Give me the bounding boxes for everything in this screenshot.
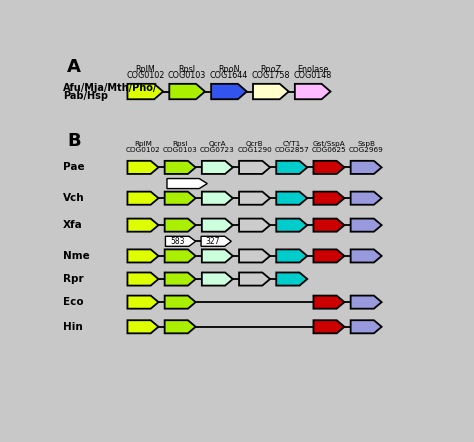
- Polygon shape: [239, 249, 270, 263]
- Text: COG1290: COG1290: [237, 147, 272, 153]
- Text: COG0103: COG0103: [163, 147, 198, 153]
- Polygon shape: [202, 219, 233, 232]
- Polygon shape: [164, 219, 196, 232]
- Text: Gst/SspA: Gst/SspA: [312, 141, 346, 147]
- Polygon shape: [276, 272, 307, 286]
- Polygon shape: [239, 192, 270, 205]
- Text: COG0103: COG0103: [168, 71, 206, 80]
- Text: Eco: Eco: [63, 297, 84, 307]
- Text: Xfa: Xfa: [63, 220, 83, 230]
- Polygon shape: [276, 249, 307, 263]
- Text: RpoZ: RpoZ: [260, 65, 282, 74]
- Polygon shape: [276, 219, 307, 232]
- Polygon shape: [128, 192, 158, 205]
- Text: COG2857: COG2857: [274, 147, 309, 153]
- Polygon shape: [128, 320, 158, 333]
- Text: CYT1: CYT1: [283, 141, 301, 147]
- Polygon shape: [164, 272, 196, 286]
- Text: Vch: Vch: [63, 193, 85, 203]
- Text: COG0148: COG0148: [293, 71, 332, 80]
- Text: RpsI: RpsI: [173, 141, 188, 147]
- Polygon shape: [201, 236, 231, 246]
- Text: QcrB: QcrB: [246, 141, 264, 147]
- Polygon shape: [351, 192, 382, 205]
- Text: COG0723: COG0723: [200, 147, 235, 153]
- Polygon shape: [202, 161, 233, 174]
- Polygon shape: [351, 249, 382, 263]
- Polygon shape: [128, 161, 158, 174]
- Polygon shape: [202, 249, 233, 263]
- Polygon shape: [313, 192, 345, 205]
- Text: Pae: Pae: [63, 162, 85, 172]
- Polygon shape: [351, 219, 382, 232]
- Polygon shape: [276, 192, 307, 205]
- Polygon shape: [313, 249, 345, 263]
- Polygon shape: [351, 320, 382, 333]
- Polygon shape: [128, 249, 158, 263]
- Text: COG0102: COG0102: [126, 71, 164, 80]
- Polygon shape: [313, 161, 345, 174]
- Polygon shape: [128, 84, 163, 99]
- Text: QcrA: QcrA: [209, 141, 226, 147]
- Polygon shape: [202, 272, 233, 286]
- Text: Hin: Hin: [63, 322, 83, 332]
- Polygon shape: [164, 296, 196, 309]
- Polygon shape: [351, 296, 382, 309]
- Polygon shape: [239, 272, 270, 286]
- Text: Nme: Nme: [63, 251, 90, 261]
- Text: Enolase: Enolase: [297, 65, 328, 74]
- Polygon shape: [128, 219, 158, 232]
- Text: COG0102: COG0102: [126, 147, 160, 153]
- Text: B: B: [67, 132, 81, 149]
- Polygon shape: [167, 179, 207, 189]
- Text: 327: 327: [206, 237, 220, 246]
- Polygon shape: [164, 192, 196, 205]
- Text: RpsI: RpsI: [179, 65, 196, 74]
- Text: COG0625: COG0625: [311, 147, 346, 153]
- Polygon shape: [202, 192, 233, 205]
- Polygon shape: [313, 320, 345, 333]
- Text: Afu/Mja/Mth/Pho/: Afu/Mja/Mth/Pho/: [63, 83, 157, 93]
- Text: A: A: [67, 58, 81, 76]
- Polygon shape: [165, 236, 196, 246]
- Polygon shape: [128, 296, 158, 309]
- Text: RplM: RplM: [136, 65, 155, 74]
- Polygon shape: [253, 84, 289, 99]
- Text: COG2969: COG2969: [349, 147, 383, 153]
- Polygon shape: [169, 84, 205, 99]
- Polygon shape: [313, 296, 345, 309]
- Polygon shape: [164, 161, 196, 174]
- Polygon shape: [276, 161, 307, 174]
- Text: Rpr: Rpr: [63, 274, 84, 284]
- Text: RpoN: RpoN: [218, 65, 240, 74]
- Text: RplM: RplM: [134, 141, 152, 147]
- Text: SspB: SspB: [357, 141, 375, 147]
- Text: Pab/Hsp: Pab/Hsp: [63, 91, 108, 101]
- Polygon shape: [211, 84, 247, 99]
- Polygon shape: [128, 272, 158, 286]
- Polygon shape: [239, 219, 270, 232]
- Polygon shape: [239, 161, 270, 174]
- Text: COG1644: COG1644: [210, 71, 248, 80]
- Polygon shape: [164, 320, 196, 333]
- Polygon shape: [313, 219, 345, 232]
- Text: COG1758: COG1758: [252, 71, 290, 80]
- Polygon shape: [295, 84, 330, 99]
- Polygon shape: [164, 249, 196, 263]
- Text: 583: 583: [170, 237, 184, 246]
- Polygon shape: [351, 161, 382, 174]
